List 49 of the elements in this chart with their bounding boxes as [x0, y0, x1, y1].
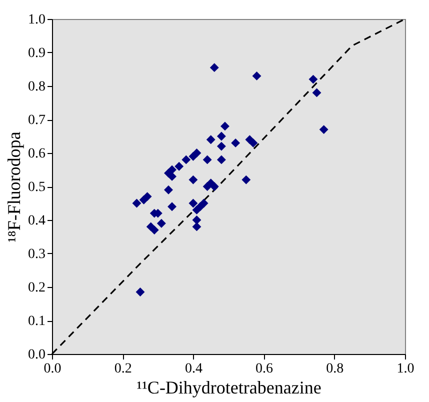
y-tick-label: 0.4: [28, 214, 46, 228]
x-tick-label: 1.0: [396, 362, 414, 376]
x-tick-label: 0.0: [44, 362, 62, 376]
y-tick-label: 0.8: [28, 80, 46, 94]
x-axis-title: ¹¹C-Dihydrotetrabenazine: [136, 378, 322, 398]
x-tick-label: 0.8: [326, 362, 344, 376]
point: [202, 155, 212, 164]
point: [188, 175, 198, 184]
point: [216, 132, 226, 141]
point: [192, 148, 202, 158]
point: [242, 175, 251, 184]
point: [192, 216, 202, 224]
point: [319, 125, 328, 134]
x-tick-label: 0.4: [184, 362, 202, 376]
x-tick-label: 0.2: [114, 362, 132, 376]
y-tick-label: 0.6: [28, 146, 46, 162]
point: [220, 122, 230, 131]
point: [174, 162, 184, 171]
point: [308, 74, 318, 84]
point: [216, 142, 226, 151]
point: [168, 165, 176, 174]
point: [156, 218, 166, 228]
point: [252, 71, 262, 80]
point: [199, 198, 208, 208]
y-tick-label: 1.0: [28, 12, 46, 28]
y-tick-label: 0.5: [28, 180, 46, 195]
point: [182, 155, 191, 164]
x-tick-label: 0.6: [256, 362, 274, 376]
point: [188, 198, 198, 208]
y-tick-label: 0.0: [28, 348, 46, 362]
point: [216, 155, 226, 164]
point: [164, 185, 173, 194]
point: [132, 198, 142, 208]
point: [231, 138, 240, 148]
point: [168, 202, 176, 212]
point: [312, 88, 322, 98]
point: [136, 288, 145, 296]
point: [150, 226, 159, 235]
point: [210, 63, 219, 72]
point: [206, 135, 216, 144]
y-axis-title: ¹⁸F-Fluorodopa: [4, 132, 24, 242]
point: [192, 222, 202, 232]
point: [142, 192, 152, 202]
y-tick-label: 0.2: [28, 280, 46, 296]
y-tick-label: 0.9: [28, 46, 46, 61]
y-tick-label: 0.3: [28, 247, 46, 262]
y-tick-label: 0.1: [28, 314, 46, 329]
y-tick-label: 0.7: [28, 113, 46, 128]
point: [248, 138, 258, 148]
